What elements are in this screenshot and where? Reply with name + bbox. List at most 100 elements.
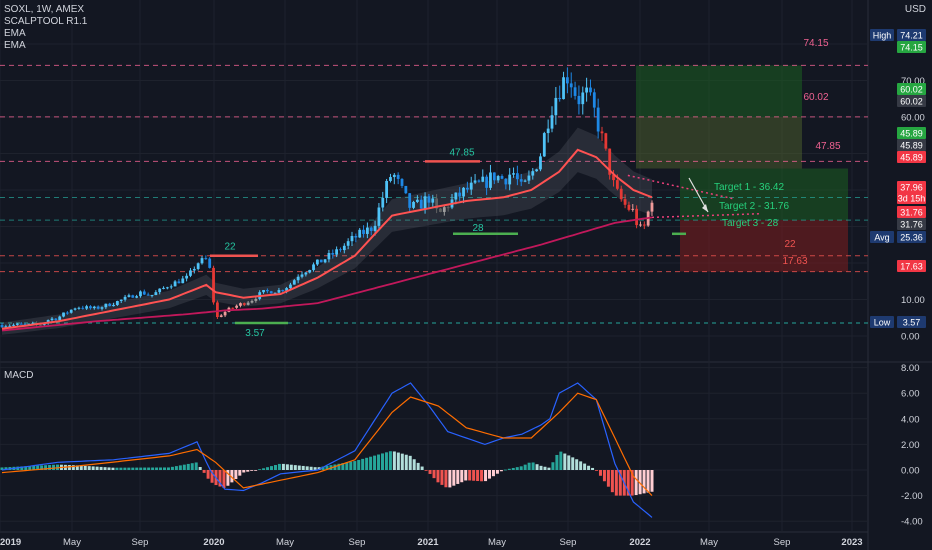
macd-histogram-bar	[646, 470, 650, 493]
candle-body	[392, 174, 396, 178]
macd-histogram-bar	[476, 470, 480, 482]
macd-histogram-bar	[321, 466, 325, 470]
macd-line	[1, 382, 653, 518]
candle-body	[119, 299, 123, 302]
axis-tag-bg	[897, 151, 926, 163]
candle-body	[377, 207, 381, 226]
currency-label[interactable]: USD	[904, 4, 926, 15]
axis-tag-bg	[897, 83, 926, 95]
axis-tag-value: 45.89	[900, 129, 923, 139]
macd-histogram-bar	[174, 466, 178, 470]
candle-body	[323, 259, 327, 263]
macd-signal-line	[1, 392, 653, 497]
macd-histogram-bar	[135, 467, 139, 470]
candle-body	[385, 180, 389, 198]
macd-histogram-bar	[48, 464, 52, 470]
candle-body	[208, 258, 212, 268]
macd-histogram-bar	[52, 464, 56, 470]
time-tick-label: May	[276, 537, 294, 548]
macd-histogram-bar	[484, 470, 488, 482]
candle-body	[65, 312, 69, 314]
candle-body	[554, 97, 558, 116]
macd-histogram-bar	[420, 466, 424, 470]
candle-body	[362, 229, 365, 234]
price-tick-label: 10.00	[901, 295, 925, 306]
macd-histogram-bar	[388, 451, 392, 470]
candle-body	[550, 115, 554, 129]
macd-histogram-bar	[218, 470, 222, 487]
candle-body	[427, 196, 431, 203]
macd-histogram-bar	[575, 459, 579, 470]
candle-body	[112, 304, 115, 307]
candle-body	[12, 324, 15, 326]
macd-histogram-bar	[416, 462, 420, 470]
macd-histogram-bar	[369, 456, 373, 470]
forecast-arrowhead	[702, 204, 708, 212]
candle-body	[542, 133, 546, 157]
macd-histogram-bar	[551, 462, 555, 470]
candle-body	[200, 258, 204, 264]
macd-histogram-bar	[480, 470, 484, 482]
target-zone-top	[636, 65, 802, 117]
macd-histogram-bar	[519, 466, 523, 470]
macd-histogram-bar	[293, 465, 297, 470]
macd-histogram-bar	[499, 470, 503, 472]
axis-tag-bg	[897, 192, 926, 204]
candle-body	[415, 199, 419, 202]
macd-histogram-bar	[234, 470, 238, 480]
macd-histogram-bar	[353, 461, 357, 470]
candle-body	[431, 198, 435, 203]
macd-histogram-bar	[460, 470, 464, 483]
time-tick-label: Sep	[132, 537, 149, 548]
time-tick-label: Sep	[560, 537, 577, 548]
candle-body	[608, 148, 612, 175]
level-label: 47.85	[815, 141, 840, 152]
time-tick-label: 2020	[203, 537, 224, 548]
macd-histogram-bar	[361, 458, 365, 470]
axis-tag-bg	[897, 29, 926, 41]
indicator-scalptool-label[interactable]: SCALPTOOL R1.1	[4, 16, 88, 27]
candle-body	[281, 290, 285, 292]
candle-body	[139, 291, 142, 297]
candle-body	[69, 309, 73, 313]
candle-body	[192, 268, 196, 271]
macd-histogram-bar	[155, 467, 159, 470]
chart-legend: SOXL, 1W, AMEX SCALPTOOL R1.1 EMA EMA	[4, 4, 87, 52]
candle-body	[315, 259, 319, 265]
candle-body	[439, 208, 442, 212]
macd-histogram-bar	[468, 470, 472, 481]
target-zone-mid	[636, 116, 802, 169]
symbol-title[interactable]: SOXL, 1W, AMEX	[4, 4, 85, 15]
indicator-ema-label-2[interactable]: EMA	[4, 40, 26, 51]
candle-body	[412, 201, 415, 208]
macd-histogram-bar	[198, 467, 202, 470]
macd-histogram-bar	[79, 465, 83, 470]
candle-body	[615, 180, 619, 189]
macd-histogram-bar	[456, 470, 460, 484]
axis-tag-value: 74.15	[900, 43, 923, 53]
axis-tag-caption-bg	[870, 316, 894, 328]
macd-histogram-bar	[396, 452, 400, 470]
candle-body	[358, 229, 362, 238]
target-label: Target 1 - 36.42	[714, 182, 784, 193]
axis-tag-bg	[897, 127, 926, 139]
macd-histogram-bar	[452, 470, 456, 486]
macd-histogram-bar	[539, 465, 543, 470]
indicator-ema-label-1[interactable]: EMA	[4, 28, 26, 39]
candle-body	[635, 208, 639, 226]
macd-histogram-bar	[170, 466, 174, 470]
axis-tag-value: 3.57	[903, 318, 921, 328]
candle-body	[600, 131, 604, 134]
macd-histogram-bar	[555, 454, 559, 470]
macd-histogram-bar	[313, 467, 317, 470]
candle-body	[335, 249, 339, 255]
candle-body	[235, 305, 239, 308]
macd-histogram-bar	[166, 467, 170, 470]
macd-histogram-bar	[119, 467, 123, 470]
macd-histogram-bar	[24, 466, 28, 470]
macd-pane-title[interactable]: MACD	[4, 370, 34, 381]
axis-tag-bg	[897, 316, 926, 328]
macd-histogram-bar	[159, 467, 163, 470]
macd-histogram-bar	[377, 454, 381, 470]
